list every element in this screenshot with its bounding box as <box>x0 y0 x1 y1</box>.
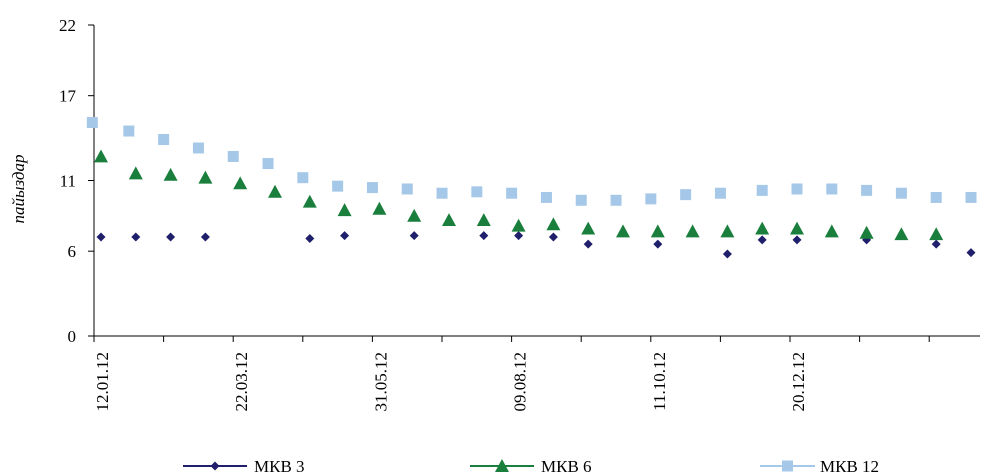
x-axis-ticks: 12.01.12 22.03.12 31.05.12 09.08.12 11.10.12… <box>93 336 930 412</box>
data-point <box>790 221 804 235</box>
data-point <box>685 224 700 238</box>
data-point <box>824 224 839 238</box>
legend-marker <box>210 461 220 471</box>
data-point <box>86 117 98 129</box>
y-tick-label: 0 <box>68 327 77 346</box>
data-point <box>233 176 248 190</box>
series-layer <box>86 117 977 259</box>
data-point <box>340 231 350 241</box>
data-point <box>895 187 907 199</box>
data-point <box>792 235 802 245</box>
x-tick-label: 11.10.12 <box>650 352 669 411</box>
series-3 <box>86 117 977 206</box>
data-point <box>476 213 491 227</box>
data-point <box>755 221 770 235</box>
legend-item-3: МКВ 12 <box>760 457 879 476</box>
data-point <box>123 125 135 137</box>
series-2 <box>94 149 944 241</box>
data-point <box>966 248 976 258</box>
data-point <box>757 235 767 245</box>
data-point <box>756 184 768 196</box>
data-point <box>616 224 630 238</box>
data-point <box>305 233 315 243</box>
data-point <box>680 189 692 201</box>
data-point <box>366 182 378 194</box>
data-point <box>929 227 944 241</box>
data-point <box>131 232 141 242</box>
legend-item-1: МКВ 3 <box>183 457 305 476</box>
data-point <box>268 184 282 198</box>
data-point <box>650 224 665 238</box>
data-point <box>575 194 587 206</box>
data-point <box>583 239 593 249</box>
data-point <box>297 172 309 184</box>
data-point <box>894 227 909 241</box>
data-point <box>372 201 387 215</box>
data-point <box>514 231 524 241</box>
y-tick-label: 22 <box>59 16 76 35</box>
data-point <box>302 194 317 208</box>
data-point <box>714 187 726 199</box>
data-point <box>471 186 483 198</box>
legend: МКВ 3 МКВ 6 МКВ 12 <box>183 457 879 476</box>
data-point <box>930 191 942 203</box>
data-point <box>332 180 344 192</box>
x-tick-label: 20.12.12 <box>789 352 808 412</box>
legend-label: МКВ 12 <box>820 457 879 476</box>
data-point <box>166 232 176 242</box>
data-point <box>511 218 526 232</box>
data-point <box>407 208 422 222</box>
data-point <box>442 213 456 227</box>
data-point <box>163 167 178 181</box>
y-axis-ticks: 0 6 11 17 22 <box>59 16 94 346</box>
data-point <box>540 191 552 203</box>
data-point <box>200 232 210 242</box>
data-point <box>722 249 732 259</box>
data-point <box>198 170 213 184</box>
y-tick-label: 11 <box>60 172 76 191</box>
data-point <box>94 149 108 163</box>
x-tick-label: 31.05.12 <box>371 352 390 412</box>
data-point <box>826 183 838 195</box>
data-point <box>546 217 561 231</box>
data-point <box>128 166 143 180</box>
data-point <box>192 142 204 154</box>
legend-marker <box>495 459 509 472</box>
data-point <box>158 134 170 146</box>
plot-area <box>93 25 980 337</box>
data-point <box>720 224 735 238</box>
series-1 <box>96 231 976 259</box>
data-point <box>436 187 448 199</box>
data-point <box>653 239 663 249</box>
data-point <box>965 191 977 203</box>
legend-label: МКВ 3 <box>254 457 305 476</box>
data-point <box>548 232 558 242</box>
x-tick-label: 12.01.12 <box>93 352 112 412</box>
data-point <box>861 184 873 196</box>
data-point <box>610 194 622 206</box>
y-tick-label: 17 <box>59 87 77 106</box>
data-point <box>96 232 106 242</box>
data-point <box>479 231 489 241</box>
data-point <box>401 183 413 195</box>
data-point <box>506 187 518 199</box>
legend-marker <box>782 460 793 472</box>
data-point <box>227 150 239 162</box>
data-point <box>859 225 874 239</box>
data-point <box>645 193 657 205</box>
legend-item-2: МКВ 6 <box>470 457 592 476</box>
data-point <box>409 231 419 241</box>
data-point <box>791 183 803 195</box>
data-point <box>337 203 352 217</box>
y-tick-label: 6 <box>68 242 77 261</box>
y-axis-label: пайыздар <box>9 154 28 223</box>
x-tick-label: 09.08.12 <box>511 352 530 412</box>
legend-label: МКВ 6 <box>541 457 592 476</box>
data-point <box>931 239 941 249</box>
data-point <box>262 158 274 170</box>
data-point <box>581 221 596 235</box>
x-tick-label: 22.03.12 <box>232 352 251 412</box>
